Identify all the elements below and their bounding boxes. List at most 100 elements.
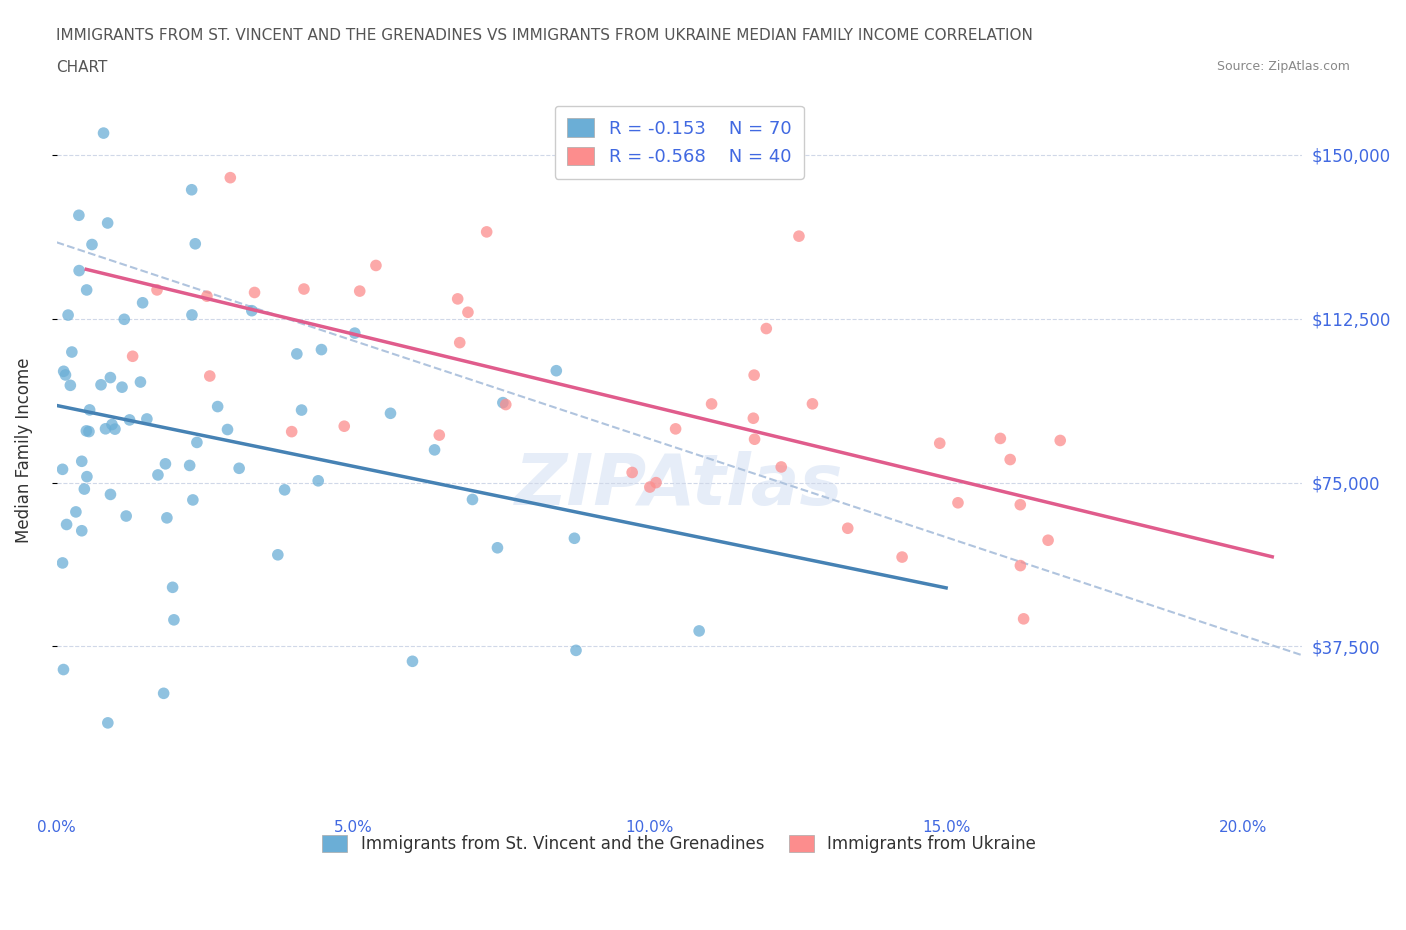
Point — [121, 349, 143, 364]
Point — [55, 367, 77, 382]
Point — [688, 623, 710, 638]
Point — [243, 285, 266, 299]
Point — [60, 345, 83, 360]
Point — [115, 509, 138, 524]
Point — [131, 296, 153, 311]
Point — [181, 308, 204, 323]
Point — [100, 487, 122, 502]
Point — [111, 379, 134, 394]
Point — [770, 459, 793, 474]
Point — [343, 326, 366, 340]
Legend: Immigrants from St. Vincent and the Grenadines, Immigrants from Ukraine: Immigrants from St. Vincent and the Gren… — [315, 828, 1043, 859]
Point — [195, 288, 218, 303]
Point — [65, 504, 87, 519]
Point — [219, 170, 242, 185]
Point — [333, 418, 356, 433]
Point — [290, 403, 312, 418]
Point — [1010, 558, 1032, 573]
Point — [267, 548, 290, 563]
Point — [837, 521, 859, 536]
Point — [1036, 533, 1059, 548]
Point — [52, 662, 75, 677]
Point — [564, 531, 586, 546]
Point — [179, 458, 201, 472]
Point — [401, 654, 423, 669]
Point — [492, 395, 515, 410]
Point — [163, 612, 186, 627]
Point — [51, 555, 73, 570]
Point — [891, 550, 914, 565]
Point — [495, 397, 517, 412]
Point — [181, 493, 204, 508]
Point — [228, 461, 250, 476]
Point — [280, 424, 302, 439]
Point — [988, 431, 1011, 445]
Point — [70, 454, 93, 469]
Point — [56, 308, 79, 323]
Point — [180, 182, 202, 197]
Point — [101, 418, 124, 432]
Point — [207, 399, 229, 414]
Point — [67, 207, 90, 222]
Point — [423, 443, 446, 458]
Point — [55, 517, 77, 532]
Point — [744, 432, 766, 446]
Text: CHART: CHART — [56, 60, 108, 75]
Point — [307, 473, 329, 488]
Point — [112, 312, 135, 326]
Point — [273, 483, 295, 498]
Point — [97, 715, 120, 730]
Point — [787, 229, 810, 244]
Point — [59, 378, 82, 392]
Point — [186, 435, 208, 450]
Point — [80, 237, 103, 252]
Point — [79, 403, 101, 418]
Point — [946, 496, 969, 511]
Point — [621, 465, 644, 480]
Point — [457, 305, 479, 320]
Point — [118, 413, 141, 428]
Point — [665, 421, 688, 436]
Point — [742, 367, 765, 382]
Text: Source: ZipAtlas.com: Source: ZipAtlas.com — [1216, 60, 1350, 73]
Point — [461, 492, 484, 507]
Point — [645, 475, 668, 490]
Point — [240, 303, 263, 318]
Point — [104, 421, 127, 436]
Point — [364, 258, 387, 272]
Point — [349, 284, 371, 299]
Point — [152, 686, 174, 701]
Point — [146, 283, 169, 298]
Text: ZIPAtlas: ZIPAtlas — [515, 451, 844, 521]
Point — [1012, 611, 1035, 626]
Point — [928, 436, 950, 451]
Point — [77, 424, 100, 439]
Point — [486, 540, 509, 555]
Point — [1049, 433, 1071, 448]
Point — [146, 468, 169, 483]
Point — [292, 282, 315, 297]
Point — [427, 428, 450, 443]
Point — [449, 335, 471, 350]
Point — [565, 643, 588, 658]
Point — [742, 411, 765, 426]
Point — [801, 396, 824, 411]
Point — [135, 411, 157, 426]
Point — [52, 364, 75, 379]
Point — [94, 421, 117, 436]
Text: IMMIGRANTS FROM ST. VINCENT AND THE GRENADINES VS IMMIGRANTS FROM UKRAINE MEDIAN: IMMIGRANTS FROM ST. VINCENT AND THE GREN… — [56, 28, 1033, 43]
Point — [156, 511, 179, 525]
Point — [447, 291, 470, 306]
Point — [700, 396, 723, 411]
Point — [475, 224, 498, 239]
Point — [184, 236, 207, 251]
Y-axis label: Median Family Income: Median Family Income — [15, 357, 32, 542]
Point — [51, 462, 73, 477]
Point — [70, 524, 93, 538]
Point — [198, 368, 221, 383]
Point — [97, 216, 120, 231]
Point — [93, 126, 115, 140]
Point — [311, 342, 333, 357]
Point — [755, 321, 778, 336]
Point — [73, 482, 96, 497]
